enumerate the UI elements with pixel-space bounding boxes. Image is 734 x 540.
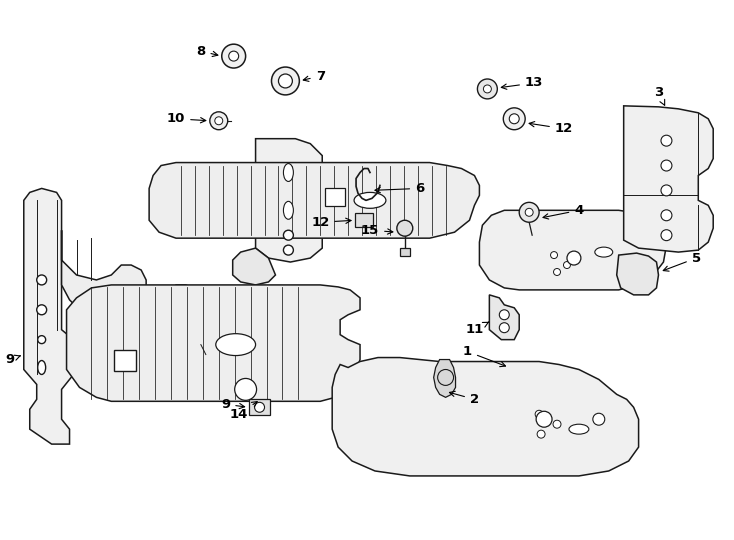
- Polygon shape: [67, 285, 360, 401]
- Circle shape: [661, 185, 672, 196]
- Circle shape: [272, 67, 299, 95]
- Text: 13: 13: [501, 77, 543, 90]
- Ellipse shape: [216, 334, 255, 355]
- Ellipse shape: [569, 424, 589, 434]
- Polygon shape: [617, 253, 658, 295]
- Text: 15: 15: [361, 224, 393, 237]
- Circle shape: [278, 74, 292, 88]
- Bar: [115, 349, 137, 372]
- Circle shape: [661, 135, 672, 146]
- Polygon shape: [479, 210, 666, 290]
- Text: 6: 6: [375, 182, 424, 195]
- Text: 12: 12: [311, 216, 351, 229]
- Circle shape: [504, 108, 526, 130]
- Circle shape: [255, 402, 264, 412]
- Circle shape: [536, 411, 552, 427]
- Circle shape: [509, 114, 519, 124]
- Ellipse shape: [283, 201, 294, 219]
- Bar: [400, 248, 410, 256]
- Text: 2: 2: [449, 392, 479, 406]
- Polygon shape: [23, 188, 73, 444]
- Text: 7: 7: [303, 70, 325, 83]
- Ellipse shape: [354, 192, 386, 208]
- Text: 9: 9: [5, 353, 21, 366]
- Ellipse shape: [595, 247, 613, 257]
- Circle shape: [37, 336, 46, 343]
- Circle shape: [553, 420, 561, 428]
- Circle shape: [661, 210, 672, 221]
- Circle shape: [222, 44, 246, 68]
- Circle shape: [499, 310, 509, 320]
- Circle shape: [229, 51, 239, 61]
- Circle shape: [210, 112, 228, 130]
- Circle shape: [477, 79, 498, 99]
- Text: 12: 12: [529, 122, 573, 135]
- Circle shape: [661, 230, 672, 241]
- Circle shape: [526, 208, 533, 217]
- Polygon shape: [149, 163, 479, 238]
- Circle shape: [235, 379, 257, 400]
- Polygon shape: [434, 360, 456, 397]
- Ellipse shape: [283, 164, 294, 181]
- Circle shape: [499, 323, 509, 333]
- Circle shape: [215, 117, 222, 125]
- Circle shape: [37, 305, 47, 315]
- Text: 9: 9: [221, 398, 244, 411]
- Circle shape: [593, 413, 605, 425]
- Polygon shape: [62, 230, 206, 381]
- Circle shape: [535, 410, 543, 418]
- Polygon shape: [255, 139, 322, 262]
- Bar: [355, 213, 373, 227]
- Text: 3: 3: [654, 86, 665, 105]
- Text: 8: 8: [196, 45, 218, 58]
- Text: 1: 1: [463, 345, 506, 367]
- Circle shape: [564, 261, 570, 268]
- Circle shape: [397, 220, 413, 236]
- Circle shape: [550, 252, 558, 259]
- Text: 14: 14: [230, 402, 257, 421]
- Circle shape: [567, 251, 581, 265]
- Polygon shape: [233, 248, 275, 285]
- Polygon shape: [490, 295, 519, 340]
- Bar: [325, 188, 345, 206]
- Circle shape: [283, 230, 294, 240]
- Text: 11: 11: [465, 322, 489, 336]
- Circle shape: [283, 245, 294, 255]
- Ellipse shape: [37, 361, 46, 374]
- Circle shape: [537, 430, 545, 438]
- Circle shape: [484, 85, 491, 93]
- Circle shape: [553, 268, 561, 275]
- Bar: [249, 400, 271, 415]
- Circle shape: [661, 160, 672, 171]
- Text: 10: 10: [167, 112, 206, 125]
- Polygon shape: [624, 106, 713, 252]
- Text: 4: 4: [543, 204, 584, 219]
- Polygon shape: [333, 357, 639, 476]
- Text: 5: 5: [664, 252, 701, 271]
- Circle shape: [519, 202, 539, 222]
- Circle shape: [37, 275, 47, 285]
